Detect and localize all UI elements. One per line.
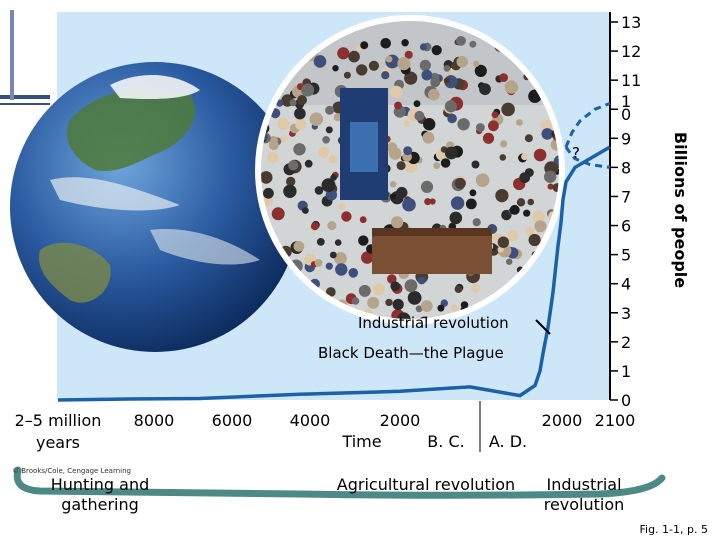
y-tick-label: 7 <box>621 187 631 206</box>
era-industrial-revolution-line2: revolution <box>544 495 625 514</box>
x-label-6000: 6000 <box>212 411 253 430</box>
projection-low-line <box>564 146 611 169</box>
y-tick-label: 6 <box>621 217 631 236</box>
y-tick-label: 2 <box>621 333 631 352</box>
annotation-industrial-revolution: Industrial revolution <box>358 314 509 332</box>
y-tick-label: 5 <box>621 246 631 265</box>
population-curve <box>57 145 611 402</box>
x-label-4000: 4000 <box>290 411 331 430</box>
y-tick-label: 0 <box>621 105 631 124</box>
y-tick-label: 1 <box>621 362 631 381</box>
era-band <box>13 466 666 499</box>
y-tick-label: 0 <box>621 391 631 410</box>
y-tick-label: 3 <box>621 304 631 323</box>
y-tick-label: 4 <box>621 275 631 294</box>
annotation-black-death: Black Death—the Plague <box>318 344 504 362</box>
y-tick-label: 12 <box>621 42 641 61</box>
era-agricultural-revolution: Agricultural revolution <box>337 475 515 494</box>
x-label-ad: A. D. <box>489 432 527 451</box>
x-label-2000-bc: 2000 <box>380 411 421 430</box>
figure-caption: Fig. 1-1, p. 5 <box>639 523 709 536</box>
x-label-2-5-million-line2: years <box>36 433 80 452</box>
x-label-bc: B. C. <box>427 432 464 451</box>
y-tick-label: 1 <box>621 92 631 111</box>
y-tick-label: 9 <box>621 129 631 148</box>
era-hunting-gathering-line2: gathering <box>61 495 139 514</box>
y-tick-label: 11 <box>621 71 641 90</box>
y-axis-label: Billions of people <box>671 132 690 288</box>
y-tick-label: 13 <box>621 13 641 32</box>
earth-globe-image <box>10 62 300 352</box>
x-label-2-5-million-line1: 2–5 million <box>15 411 102 430</box>
era-industrial-revolution-line1: Industrial <box>546 475 621 494</box>
x-label-2100: 2100 <box>595 411 636 430</box>
era-hunting-gathering-line1: Hunting and <box>51 475 150 494</box>
credit-line: © Brooks/Cole, Cengage Learning <box>12 467 131 475</box>
industrial-revolution-pointer <box>535 319 551 335</box>
projection-question-mark: ? <box>572 144 580 162</box>
left-white-block <box>18 22 56 92</box>
y-tick-label: 8 <box>621 158 631 177</box>
x-label-2000-ad: 2000 <box>542 411 583 430</box>
x-axis-label-time: Time <box>341 432 381 451</box>
projection-high-line <box>564 102 611 148</box>
x-label-8000: 8000 <box>134 411 175 430</box>
